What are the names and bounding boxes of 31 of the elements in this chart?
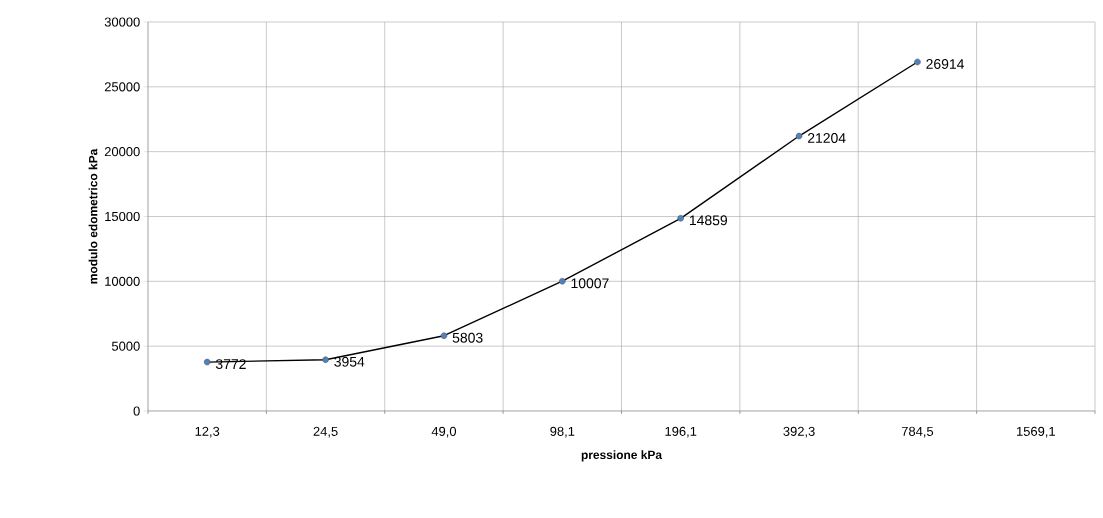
point (914, 58, 921, 66)
data-label: 3772 (215, 359, 246, 370)
data-label: 5803 (452, 332, 483, 343)
data-label: 26914 (926, 59, 965, 69)
point (440, 332, 448, 339)
x-tick-label: 784,5 (901, 426, 934, 438)
y-tick-label: 0 (133, 406, 140, 416)
x-tick-label: 196,1 (665, 426, 697, 438)
y-tick-label: 30000 (104, 17, 140, 27)
point (677, 215, 684, 222)
point (203, 358, 211, 366)
y-axis-title: modulo edometrico kPa (88, 148, 98, 284)
y-tick-label: 5000 (111, 341, 140, 351)
y-tick-label: 20000 (104, 147, 140, 157)
x-tick-label: 392,3 (783, 426, 815, 438)
x-tick-label: 49,0 (431, 426, 457, 438)
y-tick-label: 25000 (104, 82, 140, 92)
x-axis-title: pressione kPa (581, 450, 663, 462)
data-label: 14859 (689, 215, 728, 226)
point (322, 356, 329, 363)
data-label: 10007 (571, 278, 609, 289)
x-tick-label: 24,5 (313, 426, 338, 438)
point (795, 132, 803, 140)
x-tick-label: 98,1 (550, 426, 575, 438)
x-tick-label: 12,3 (195, 426, 220, 438)
data-label: 21204 (807, 133, 846, 143)
x-tick-label: 1569,1 (1017, 426, 1055, 438)
data-label: 3954 (334, 356, 365, 367)
y-tick-label: 15000 (105, 211, 140, 222)
point (559, 277, 566, 285)
y-tick-label: 10000 (105, 276, 140, 286)
